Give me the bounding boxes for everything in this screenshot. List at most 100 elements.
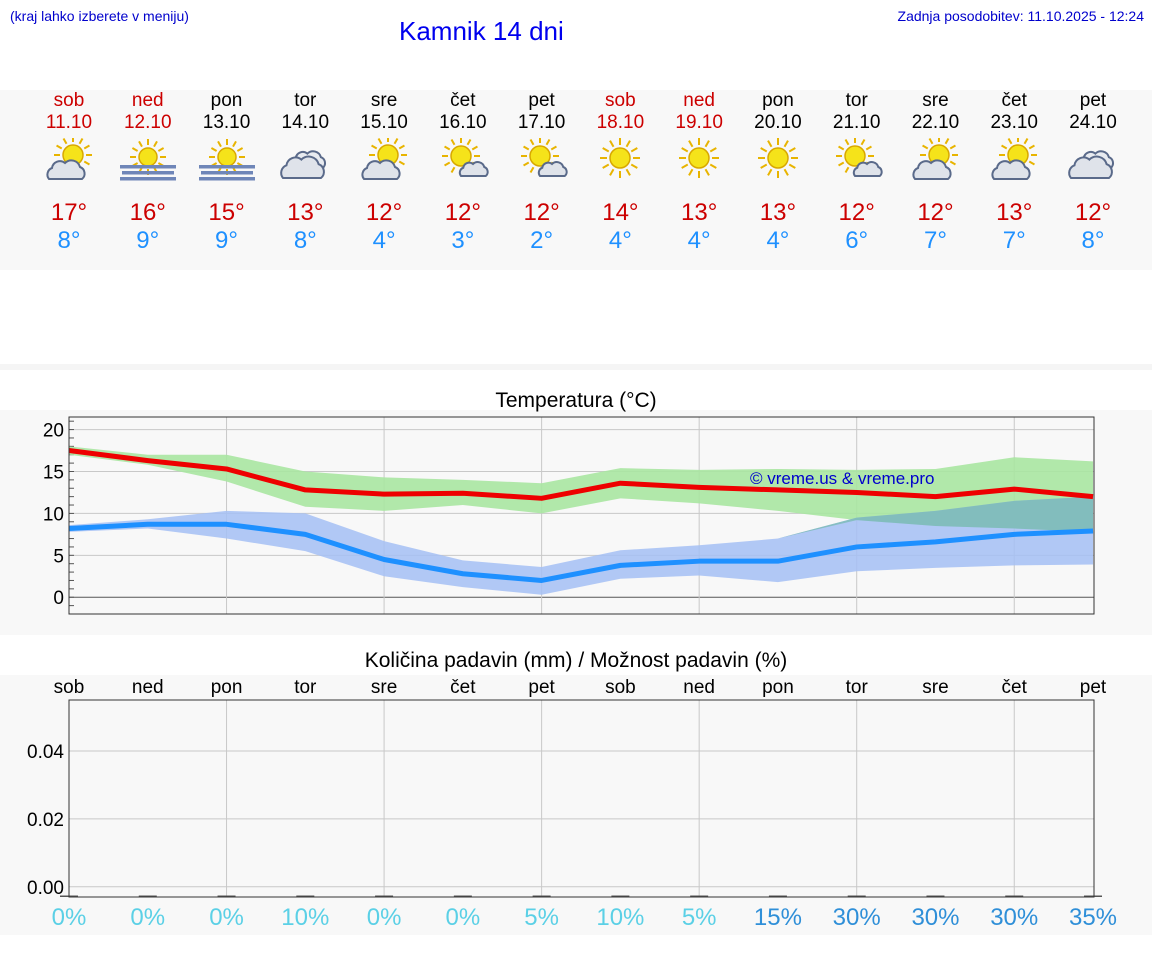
precip-bar: [1084, 895, 1103, 897]
page-title: Kamnik 14 dni: [399, 16, 564, 46]
temp-max: 12°: [523, 199, 560, 226]
temp-min: 8°: [57, 227, 81, 254]
temp-max: 12°: [917, 199, 954, 226]
sun-fog-icon: [119, 139, 176, 181]
max-temp-line: [68, 448, 1094, 501]
day-name: sre: [370, 90, 398, 111]
sun-icon: [757, 138, 798, 178]
sun-small-cloud-icon: [520, 138, 568, 177]
temp-max: 14°: [602, 199, 639, 226]
daily-forecast-strip: [0, 90, 1152, 270]
temp-max: 13°: [681, 199, 718, 226]
temp-min: 7°: [923, 227, 947, 254]
temp-max: 17°: [50, 199, 88, 226]
day-name: tor: [294, 90, 317, 111]
x-category-label: tor: [846, 677, 869, 698]
y-tick-label: 10: [43, 504, 64, 525]
temp-max: 12°: [838, 199, 875, 226]
day-date: 20.10: [754, 112, 802, 133]
plot-frame: [68, 416, 1095, 615]
temp-min: 9°: [136, 227, 160, 254]
sun-cloud-icon: [361, 138, 408, 180]
precip-bar: [847, 895, 866, 897]
sun-fog-icon: [198, 139, 255, 181]
temp-min: 4°: [372, 227, 396, 254]
precip-probability: 5%: [681, 904, 717, 931]
precip-bar: [296, 895, 315, 897]
x-category-label: ned: [683, 677, 715, 698]
precip-probability: 0%: [130, 904, 166, 931]
day-name: pon: [762, 90, 794, 111]
day-date: 23.10: [990, 112, 1038, 133]
precip-probability: 5%: [524, 904, 559, 931]
precip-probability: 0%: [366, 904, 402, 931]
temp-max: 16°: [129, 199, 166, 226]
precip-bar: [768, 895, 787, 897]
sun-cloud-icon: [991, 138, 1038, 180]
precip-bar: [926, 895, 945, 897]
plot-frame: [68, 699, 1095, 898]
sun-cloud-icon: [46, 138, 92, 180]
day-name: pet: [528, 90, 555, 111]
day-name: čet: [1001, 90, 1027, 111]
precip-bar: [532, 895, 551, 897]
day-name: sob: [605, 90, 636, 111]
day-name: ned: [683, 90, 715, 111]
min-temp-range-band: [69, 496, 1094, 595]
temp-max: 12°: [444, 199, 481, 226]
y-tick-label: 20: [43, 421, 64, 442]
day-date: 12.10: [123, 112, 172, 133]
precip-bar: [453, 895, 472, 897]
day-name: pet: [1079, 90, 1107, 111]
y-tick-label: 0.02: [27, 810, 64, 831]
y-tick-label: 0.04: [27, 742, 64, 763]
precip-probability: 30%: [911, 904, 960, 931]
day-name: sob: [53, 90, 85, 111]
temp-max: 12°: [365, 199, 403, 226]
temp-min: 8°: [1081, 227, 1105, 254]
x-category-label: pet: [528, 677, 555, 698]
day-name: tor: [845, 90, 868, 111]
cloudy-icon: [1068, 150, 1115, 179]
temp-min: 6°: [845, 227, 869, 254]
temp-min: 7°: [1002, 227, 1026, 254]
precipitation-chart-title: Količina padavin (mm) / Možnost padavin …: [364, 649, 788, 672]
precip-probability: 35%: [1068, 904, 1118, 931]
temp-min: 2°: [530, 227, 554, 254]
watermark: © vreme.us & vreme.pro: [750, 469, 934, 488]
day-date: 21.10: [832, 112, 881, 133]
precip-probability: 10%: [281, 904, 330, 931]
x-category-label: tor: [294, 677, 317, 698]
location-hint[interactable]: (kraj lahko izberete v meniju): [10, 8, 189, 24]
cloudy-icon: [280, 150, 327, 179]
precip-bar: [1005, 895, 1024, 897]
x-category-label: sob: [605, 677, 636, 698]
precip-probability: 30%: [832, 904, 881, 931]
day-date: 11.10: [45, 112, 93, 133]
precip-bar: [375, 895, 394, 897]
day-name: ned: [131, 90, 164, 111]
precip-bar: [690, 895, 709, 897]
precip-bar: [611, 895, 630, 897]
temp-max: 13°: [759, 199, 797, 226]
precip-bar: [138, 895, 157, 897]
day-date: 17.10: [517, 112, 566, 133]
x-category-label: sre: [922, 677, 948, 698]
sun-small-cloud-icon: [835, 138, 883, 177]
day-date: 16.10: [439, 112, 487, 133]
day-date: 19.10: [675, 112, 723, 133]
x-category-label: pon: [211, 677, 243, 698]
sun-icon: [679, 138, 720, 178]
day-date: 14.10: [281, 112, 330, 133]
temp-max: 15°: [208, 199, 245, 226]
day-name: čet: [450, 90, 476, 111]
y-tick-label: 0: [53, 588, 64, 609]
temp-min: 4°: [608, 227, 632, 254]
temp-max: 12°: [1074, 199, 1112, 226]
day-date: 18.10: [596, 112, 645, 133]
precip-probability: 15%: [753, 904, 802, 931]
day-date: 15.10: [360, 112, 408, 133]
x-category-label: pon: [762, 677, 794, 698]
